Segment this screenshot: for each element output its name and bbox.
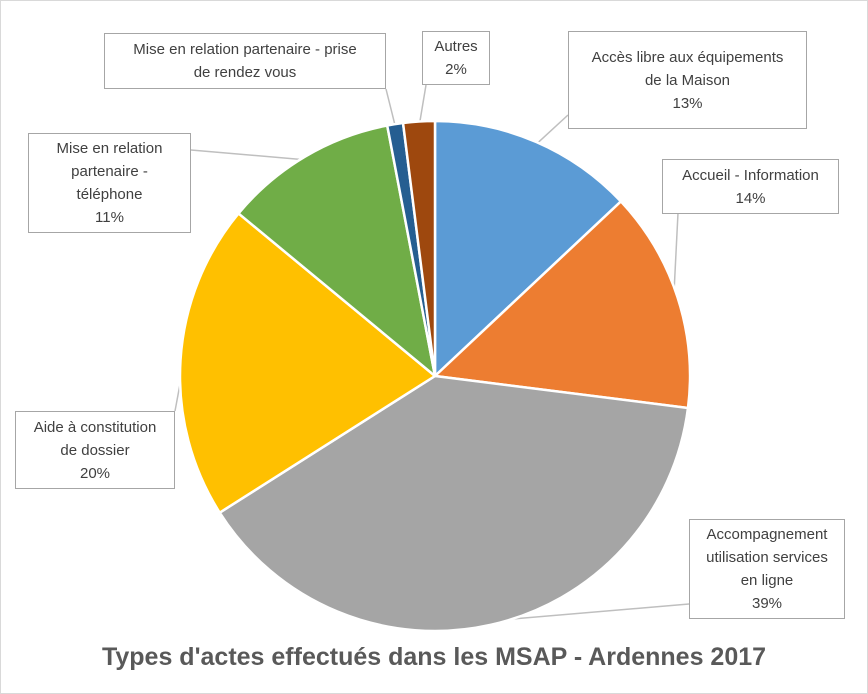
data-label-line: en ligne (740, 572, 794, 589)
data-label-line: de la Maison (644, 71, 731, 89)
data-label-accompagnement: Accompagnement utilisation services en l… (689, 519, 845, 619)
data-label-line: de dossier (60, 441, 130, 459)
pie-slice-autres (401, 119, 437, 378)
data-label-line: Accès libre aux équipements (591, 48, 784, 66)
data-label-line: Accompagnement (706, 526, 828, 543)
data-label-line: Mise en relation partenaire - prise (133, 41, 357, 58)
data-label-line: utilisation services (706, 549, 828, 566)
leader-line-acces-libre (534, 114, 569, 147)
data-label-value: 39% (751, 595, 783, 612)
data-label-value: 20% (79, 464, 111, 482)
chart-title: Types d'actes effectués dans les MSAP - … (101, 643, 767, 671)
leader-line-autres (418, 84, 427, 126)
data-label-line: téléphone (76, 186, 143, 203)
data-label-autres: Autres 2% (422, 31, 490, 85)
data-label-line: Aide à constitution (33, 418, 157, 436)
leader-line-accompagnement (489, 603, 690, 622)
pie-slice-accueil-information (433, 200, 692, 410)
data-label-line: Autres (434, 38, 478, 55)
data-label-line: partenaire - (71, 163, 148, 180)
leader-line-mise-en-relation-telephone (190, 149, 308, 161)
leader-line-accueil-information (672, 212, 679, 299)
data-label-aide-constitution: Aide à constitution de dossier 20% (15, 411, 175, 489)
pie-slice-aide-constitution (178, 212, 437, 514)
data-label-line: Accueil - Information (682, 166, 819, 184)
data-label-value: 13% (672, 94, 703, 112)
data-label-acces-libre: Accès libre aux équipements de la Maison… (568, 31, 807, 129)
data-label-accueil-information: Accueil - Information 14% (662, 159, 839, 214)
data-label-value: 11% (95, 209, 124, 226)
pie-slice-mise-en-relation-telephone (237, 124, 437, 378)
pie-slices (178, 119, 692, 633)
data-label-line: Mise en relation (56, 140, 163, 157)
data-label-mise-en-relation-telephone: Mise en relation partenaire - téléphone … (28, 133, 191, 233)
data-label-mise-en-relation-rdv: Mise en relation partenaire - prise de r… (104, 33, 386, 89)
data-label-value: 14% (735, 189, 766, 207)
data-label-value: 2% (445, 61, 467, 78)
leader-line-mise-en-relation-rdv (385, 88, 397, 129)
pie-slice-acces-libre (433, 119, 623, 378)
data-label-line: de rendez vous (193, 64, 297, 81)
